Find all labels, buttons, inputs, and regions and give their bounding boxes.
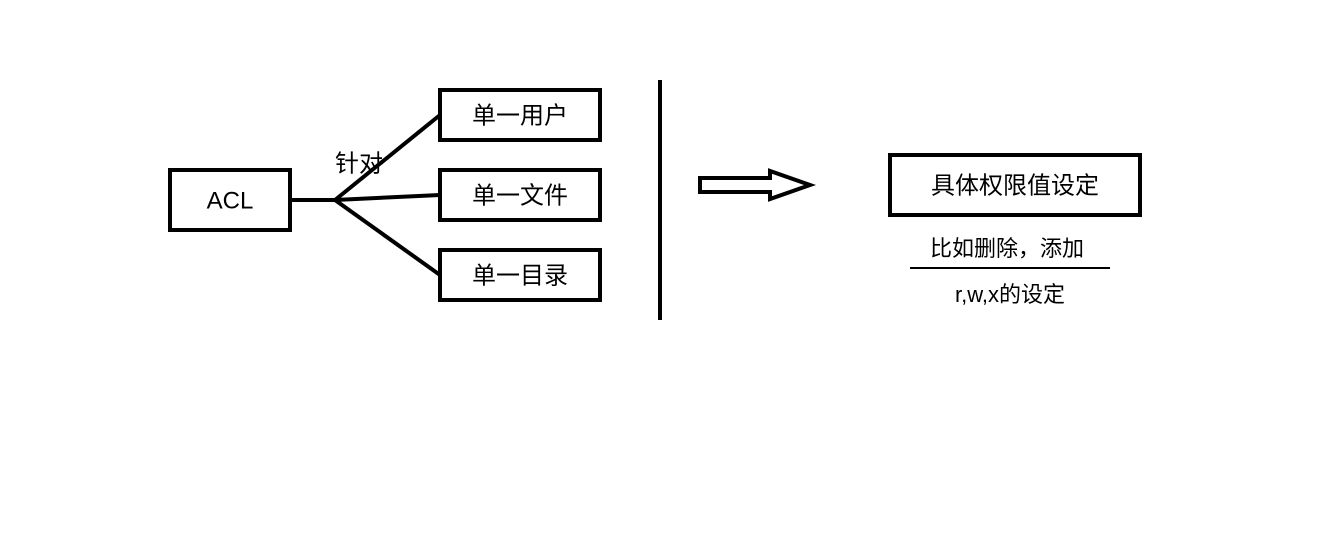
acl-diagram: ACL 针对 单一用户 单一文件 单一目录 具体权限值设定 比如删除，添加 r,… xyxy=(0,0,1344,551)
label-zhendu: 针对 xyxy=(335,150,383,177)
node-user: 单一用户 xyxy=(440,90,600,140)
connector-branch-file xyxy=(335,195,440,200)
label-sub1: 比如删除，添加 xyxy=(930,236,1084,261)
node-result: 具体权限值设定 xyxy=(890,155,1140,215)
label-sub2: r,w,x的设定 xyxy=(955,282,1065,307)
node-user-label: 单一用户 xyxy=(472,102,568,129)
node-file: 单一文件 xyxy=(440,170,600,220)
node-acl: ACL xyxy=(170,170,290,230)
connector-branch-dir xyxy=(335,200,440,275)
node-dir-label: 单一目录 xyxy=(472,262,568,289)
node-acl-label: ACL xyxy=(207,187,254,214)
node-file-label: 单一文件 xyxy=(472,182,568,209)
arrow-icon xyxy=(700,171,810,199)
node-result-label: 具体权限值设定 xyxy=(931,172,1099,199)
node-dir: 单一目录 xyxy=(440,250,600,300)
